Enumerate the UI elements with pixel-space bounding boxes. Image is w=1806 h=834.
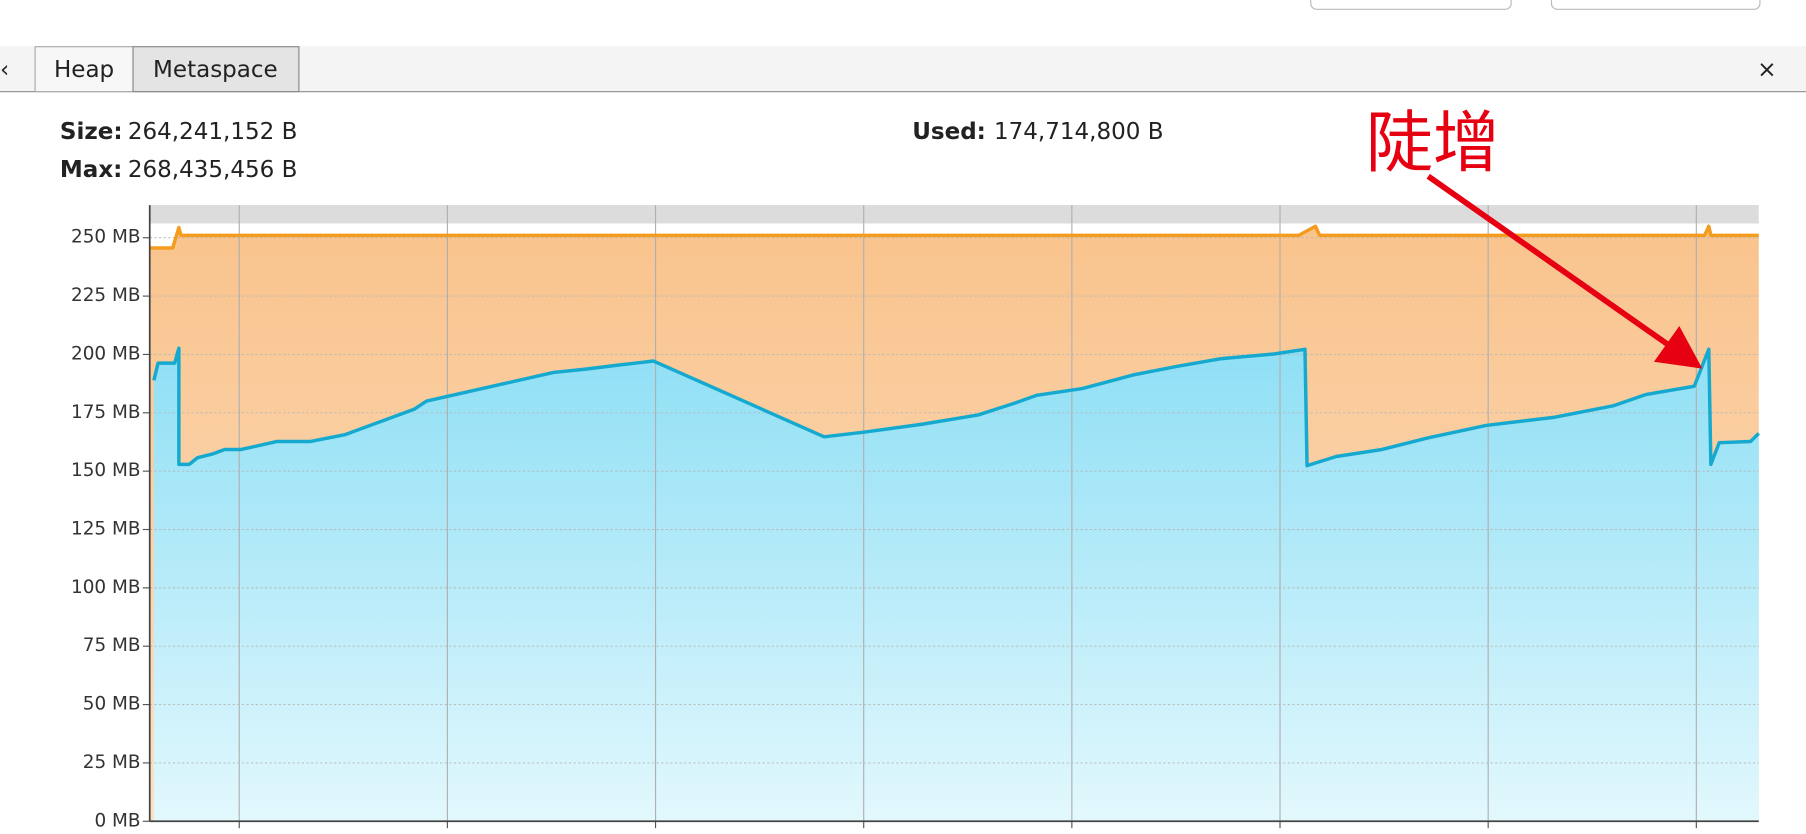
- y-tick-label: 75 MB: [83, 635, 141, 656]
- plot-top-band: [149, 205, 1759, 224]
- line: [152, 346, 1760, 468]
- annotation: 陡增: [1366, 104, 1500, 182]
- area: [153, 348, 1759, 822]
- line: [149, 224, 1759, 250]
- y-tick-label: 175 MB: [71, 402, 141, 423]
- stat-label: Used:: [912, 119, 986, 145]
- annotation-arrowhead: [1653, 326, 1703, 369]
- y-tick-label: 25 MB: [83, 752, 141, 773]
- stat-label: Size:: [60, 119, 123, 145]
- tab[interactable]: [34, 46, 134, 93]
- y-tick-label: 150 MB: [71, 460, 141, 481]
- toolbar-button[interactable]: [1310, 0, 1512, 10]
- y-tick-label: 225 MB: [71, 285, 141, 306]
- tab-selected[interactable]: [132, 46, 300, 93]
- tab-bar: [0, 46, 1806, 93]
- y-tick-label: 250 MB: [71, 227, 141, 248]
- toolbar-button[interactable]: [1550, 0, 1761, 10]
- scroll-left[interactable]: ‹: [0, 57, 9, 83]
- tab-label[interactable]: Metaspace: [153, 57, 278, 83]
- y-tick-label: 0 MB: [94, 810, 140, 831]
- y-tick-label: 50 MB: [83, 694, 141, 715]
- stat-value: 174,714,800 B: [994, 119, 1164, 145]
- y-tick-label: 100 MB: [71, 577, 141, 598]
- chart: 0 MB 25 MB 50 MB 75 MB 100 MB 125 MB 150 MB 175…: [71, 205, 1760, 831]
- y-tick-label: 125 MB: [71, 519, 141, 540]
- stat-value: 268,435,456 B: [128, 157, 298, 183]
- annotation-arrow: [1426, 173, 1670, 347]
- y-tick-label: 200 MB: [71, 343, 141, 364]
- tab-label[interactable]: Heap: [54, 57, 114, 83]
- stat-label: Max:: [60, 157, 122, 183]
- stat-value: 264,241,152 B: [128, 119, 298, 145]
- close-button[interactable]: ×: [1757, 57, 1776, 83]
